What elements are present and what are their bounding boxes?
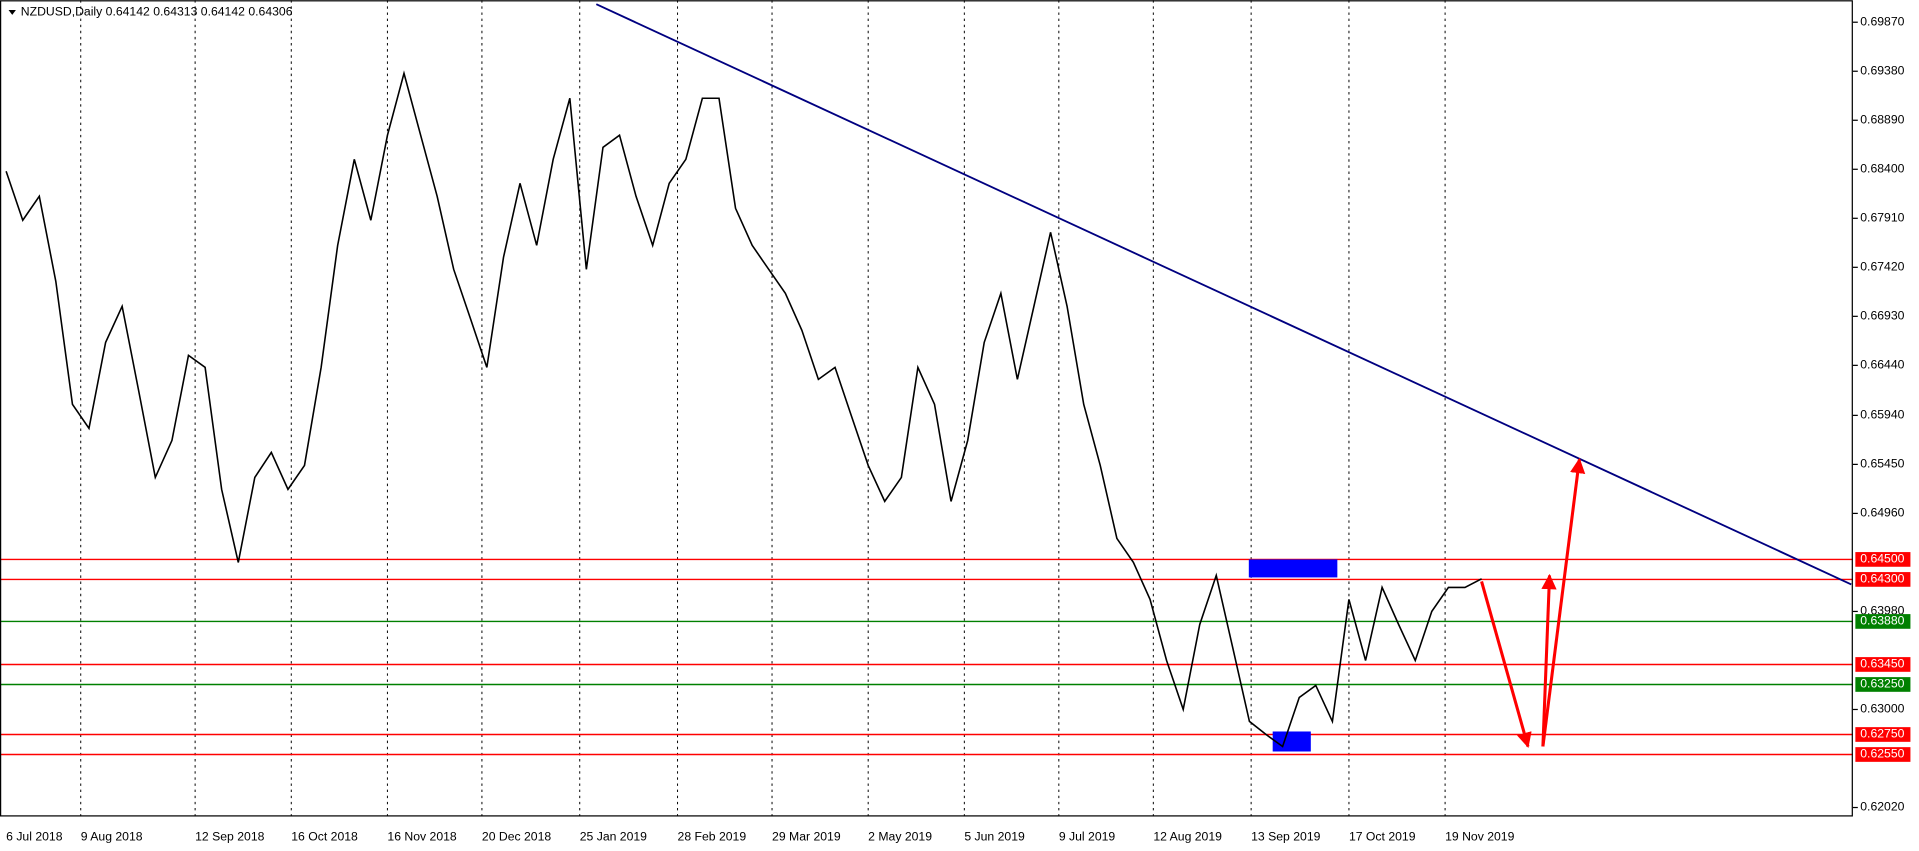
level-label: 0.63880 (1860, 614, 1904, 628)
level-label-box (1855, 614, 1911, 629)
menu-triangle (8, 10, 16, 15)
y-tick-label: 0.66930 (1860, 309, 1904, 323)
x-tick-label: 2 May 2019 (868, 830, 932, 844)
y-tick-label: 0.67910 (1860, 211, 1904, 225)
level-label: 0.64500 (1860, 552, 1904, 566)
level-label: 0.63250 (1860, 677, 1904, 691)
price-line (5, 70, 1482, 748)
arrow (1541, 573, 1557, 747)
x-tick-label: 12 Sep 2018 (195, 830, 265, 844)
arrow (1541, 457, 1586, 747)
y-tick-label: 0.65940 (1860, 408, 1904, 422)
level-label: 0.62750 (1860, 727, 1904, 741)
level-label: 0.62550 (1860, 747, 1904, 761)
x-tick-label: 12 Aug 2019 (1153, 830, 1222, 844)
level-label-box (1855, 572, 1911, 587)
plot-border (0, 0, 1853, 817)
level-label: 0.64300 (1860, 572, 1904, 586)
x-tick-label: 5 Jun 2019 (964, 830, 1025, 844)
arrow (1480, 581, 1532, 748)
x-tick-label: 19 Nov 2019 (1445, 830, 1514, 844)
y-tick-label: 0.67420 (1860, 260, 1904, 274)
y-tick-label: 0.69870 (1860, 14, 1904, 28)
x-tick-label: 16 Nov 2018 (387, 830, 456, 844)
x-tick-label: 29 Mar 2019 (772, 830, 841, 844)
level-label-box (1855, 727, 1911, 742)
x-tick-label: 28 Feb 2019 (678, 830, 747, 844)
level-label-box (1855, 677, 1911, 692)
x-tick-label: 13 Sep 2019 (1251, 830, 1321, 844)
level-label-box (1855, 657, 1911, 672)
y-tick-label: 0.62020 (1860, 800, 1904, 814)
plot-area (0, 0, 1853, 817)
x-tick-label: 6 Jul 2018 (6, 830, 63, 844)
y-tick-label: 0.68400 (1860, 162, 1904, 176)
trendline (595, 3, 1852, 586)
level-label: 0.63450 (1860, 657, 1904, 671)
zone (1248, 559, 1338, 578)
x-tick-label: 16 Oct 2018 (291, 830, 358, 844)
x-tick-label: 9 Jul 2019 (1059, 830, 1116, 844)
zone (1272, 731, 1311, 752)
y-tick-label: 0.66440 (1860, 358, 1904, 372)
x-tick-label: 17 Oct 2019 (1349, 830, 1416, 844)
x-tick-label: 9 Aug 2018 (81, 830, 143, 844)
y-tick-label: 0.65450 (1860, 457, 1904, 471)
chart-title: NZDUSD,Daily 0.64142 0.64313 0.64142 0.6… (21, 5, 293, 19)
x-tick-label: 20 Dec 2018 (482, 830, 551, 844)
level-label-box (1855, 747, 1911, 762)
y-tick-label: 0.64960 (1860, 506, 1904, 520)
x-tick-label: 25 Jan 2019 (580, 830, 647, 844)
level-label-box (1855, 552, 1911, 567)
y-tick-label: 0.69380 (1860, 63, 1904, 77)
y-tick-label: 0.63000 (1860, 702, 1904, 716)
y-tick-label: 0.68890 (1860, 112, 1904, 126)
